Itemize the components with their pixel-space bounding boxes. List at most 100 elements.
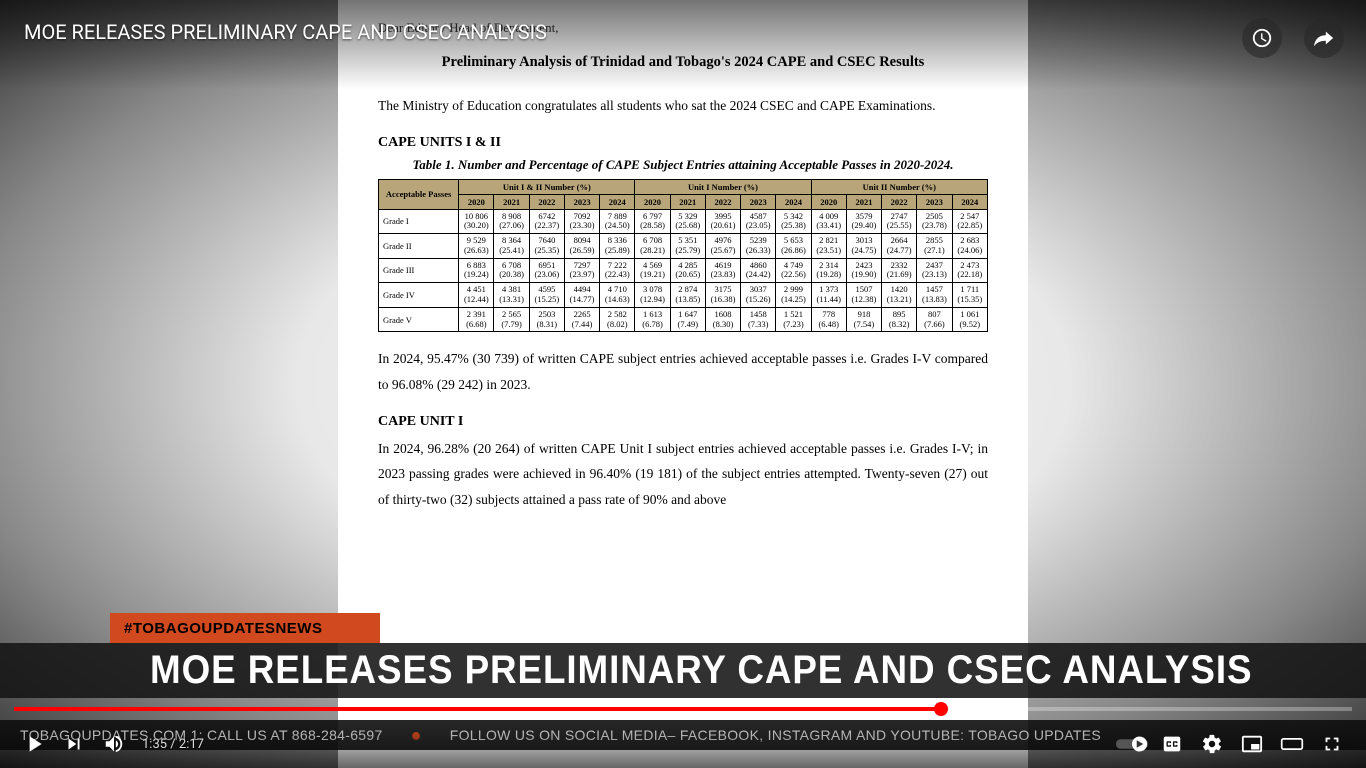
table-year-header: 2021	[494, 194, 529, 209]
table-cell: 4 451(12.44)	[459, 283, 494, 308]
table-cell: 1 647(7.49)	[670, 307, 705, 332]
table-cell: 3175(16.38)	[705, 283, 740, 308]
table-year-header: 2022	[705, 194, 740, 209]
table-cell: 6 708(28.21)	[635, 234, 670, 259]
table-cell: 6 883(19.24)	[459, 258, 494, 283]
doc-section2-head: CAPE UNIT I	[378, 414, 988, 430]
doc-table-caption: Table 1. Number and Percentage of CAPE S…	[378, 157, 988, 173]
top-right-controls	[1242, 18, 1344, 58]
progress-played	[14, 707, 941, 711]
table-year-header: 2024	[600, 194, 635, 209]
table-row: Grade III6 883(19.24)6 708(20.38)6951(23…	[379, 258, 988, 283]
table-cell: 10 806(30.20)	[459, 209, 494, 234]
table-cell: 1 373(11.44)	[811, 283, 846, 308]
table-row: Grade IV4 451(12.44)4 381(13.31)4595(15.…	[379, 283, 988, 308]
table-cell: 2332(21.69)	[882, 258, 917, 283]
table-cell: 5 342(25.38)	[776, 209, 811, 234]
table-cell: 4 710(14.63)	[600, 283, 635, 308]
lower-third: MOE RELEASES PRELIMINARY CAPE AND CSEC A…	[0, 643, 1366, 698]
table-cell: 5 351(25.79)	[670, 234, 705, 259]
table-year-header: 2023	[741, 194, 776, 209]
miniplayer-button[interactable]	[1232, 724, 1272, 764]
table-cell: 7640(25.35)	[529, 234, 564, 259]
doc-after-table: In 2024, 95.47% (30 739) of written CAPE…	[378, 346, 988, 397]
table-cell: 895(8.32)	[882, 307, 917, 332]
table-year-header: 2020	[459, 194, 494, 209]
table-cell: 1 061(9.52)	[952, 307, 987, 332]
table-year-header: 2023	[564, 194, 599, 209]
table-cell: 5 653(26.86)	[776, 234, 811, 259]
time-display: 1:35 / 2:17	[142, 737, 204, 752]
captions-button[interactable]	[1152, 724, 1192, 764]
table-cell: 4 009(33.41)	[811, 209, 846, 234]
volume-button[interactable]	[94, 724, 134, 764]
table-cell: 3013(24.75)	[846, 234, 881, 259]
table-cell: 1507(12.38)	[846, 283, 881, 308]
table-cell: 4 749(22.56)	[776, 258, 811, 283]
play-button[interactable]	[14, 724, 54, 764]
table-cell: 2 473(22.18)	[952, 258, 987, 283]
table-cell: 8 336(25.89)	[600, 234, 635, 259]
theater-button[interactable]	[1272, 724, 1312, 764]
table-cell: 6 708(20.38)	[494, 258, 529, 283]
table-year-header: 2024	[952, 194, 987, 209]
table-cell: 6742(22.37)	[529, 209, 564, 234]
table-cell: 2 547(22.85)	[952, 209, 987, 234]
video-title: MOE RELEASES PRELIMINARY CAPE AND CSEC A…	[24, 20, 547, 44]
table-cell: 4 569(19.21)	[635, 258, 670, 283]
table-cell: 2423(19.90)	[846, 258, 881, 283]
table-cell: 2503(8.31)	[529, 307, 564, 332]
share-button[interactable]	[1304, 18, 1344, 58]
table-cell: 807(7.66)	[917, 307, 952, 332]
watch-later-button[interactable]	[1242, 18, 1282, 58]
table-row: Grade V2 391(6.68)2 565(7.79)2503(8.31)2…	[379, 307, 988, 332]
table-row: Grade I10 806(30.20)8 908(27.06)6742(22.…	[379, 209, 988, 234]
table-cell: 2855(27.1)	[917, 234, 952, 259]
progress-scrubber[interactable]	[934, 702, 948, 716]
table-cell: 8 908(27.06)	[494, 209, 529, 234]
table-corner: Acceptable Passes	[379, 179, 459, 209]
table-cell: 9 529(26.63)	[459, 234, 494, 259]
table-group-header: Unit II Number (%)	[811, 179, 987, 194]
doc-section1-head: CAPE UNITS I & II	[378, 135, 988, 151]
table-year-header: 2021	[670, 194, 705, 209]
next-button[interactable]	[54, 724, 94, 764]
row-label: Grade III	[379, 258, 459, 283]
table-cell: 2 821(23.51)	[811, 234, 846, 259]
table-cell: 2 314(19.28)	[811, 258, 846, 283]
fullscreen-button[interactable]	[1312, 724, 1352, 764]
table-cell: 2 999(14.25)	[776, 283, 811, 308]
table-cell: 2437(23.13)	[917, 258, 952, 283]
table-cell: 2664(24.77)	[882, 234, 917, 259]
table-cell: 4619(23.83)	[705, 258, 740, 283]
autoplay-toggle[interactable]	[1112, 724, 1152, 764]
table-cell: 4860(24.42)	[741, 258, 776, 283]
table-cell: 4595(15.25)	[529, 283, 564, 308]
cape-results-table: Acceptable PassesUnit I & II Number (%)U…	[378, 179, 988, 333]
doc-intro: The Ministry of Education congratulates …	[378, 93, 988, 119]
table-cell: 1458(7.33)	[741, 307, 776, 332]
progress-bar[interactable]	[14, 707, 1352, 711]
table-cell: 4 381(13.31)	[494, 283, 529, 308]
table-year-header: 2020	[811, 194, 846, 209]
table-cell: 1 521(7.23)	[776, 307, 811, 332]
table-cell: 8094(26.59)	[564, 234, 599, 259]
table-group-header: Unit I & II Number (%)	[459, 179, 635, 194]
table-cell: 7092(23.30)	[564, 209, 599, 234]
settings-button[interactable]	[1192, 724, 1232, 764]
row-label: Grade V	[379, 307, 459, 332]
table-group-header: Unit I Number (%)	[635, 179, 811, 194]
table-cell: 5 329(25.68)	[670, 209, 705, 234]
table-cell: 5239(26.33)	[741, 234, 776, 259]
doc-title: Preliminary Analysis of Trinidad and Tob…	[378, 54, 988, 71]
row-label: Grade IV	[379, 283, 459, 308]
table-cell: 4 285(20.65)	[670, 258, 705, 283]
table-cell: 3 078(12.94)	[635, 283, 670, 308]
table-cell: 8 364(25.41)	[494, 234, 529, 259]
table-cell: 1420(13.21)	[882, 283, 917, 308]
table-year-header: 2022	[882, 194, 917, 209]
headline-text: MOE RELEASES PRELIMINARY CAPE AND CSEC A…	[150, 648, 1252, 693]
table-cell: 2747(25.55)	[882, 209, 917, 234]
table-year-header: 2022	[529, 194, 564, 209]
table-cell: 6 797(28.58)	[635, 209, 670, 234]
